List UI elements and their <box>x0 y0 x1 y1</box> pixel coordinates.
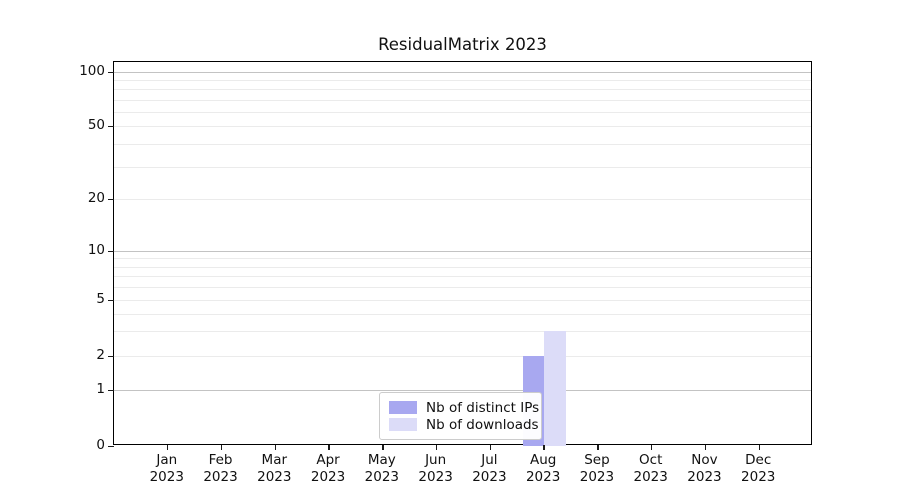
y-tick-label: 1 <box>96 381 105 397</box>
gridline-minor <box>114 266 811 268</box>
gridline-minor <box>114 258 811 260</box>
gridline-minor <box>114 89 811 91</box>
legend-swatch-downloads-icon <box>389 418 417 431</box>
x-tick-label: Sep 2023 <box>579 452 615 485</box>
x-tick-label: Oct 2023 <box>633 452 668 485</box>
legend-label-downloads: Nb of downloads <box>426 416 539 433</box>
x-tick-mark <box>167 445 169 450</box>
legend-swatch-distinct-ips-icon <box>389 401 417 414</box>
chart-title: ResidualMatrix 2023 <box>378 35 547 54</box>
legend-item-downloads: Nb of downloads <box>389 417 539 433</box>
x-tick-mark <box>704 445 707 450</box>
y-tick-mark <box>108 299 114 301</box>
x-tick-mark <box>489 445 492 450</box>
y-tick-mark <box>108 389 114 391</box>
x-tick-mark <box>650 445 653 450</box>
gridline-minor <box>114 331 811 333</box>
gridline-minor <box>114 126 811 127</box>
gridline-minor <box>114 80 811 82</box>
y-tick-label: 2 <box>96 347 105 363</box>
gridline-minor <box>114 199 811 200</box>
y-tick-label: 20 <box>87 190 105 206</box>
x-tick-mark <box>758 445 760 450</box>
gridline-minor <box>114 111 811 113</box>
x-tick-mark <box>382 445 384 450</box>
legend-item-distinct-ips: Nb of distinct IPs <box>389 400 539 416</box>
y-tick-mark <box>108 71 114 73</box>
y-tick-mark <box>108 250 114 252</box>
x-tick-label: Feb 2023 <box>203 452 238 485</box>
legend: Nb of distinct IPs Nb of downloads <box>379 392 542 440</box>
gridline-minor <box>114 300 811 301</box>
y-tick-label: 10 <box>87 242 105 258</box>
x-tick-mark <box>597 445 599 450</box>
x-tick-label: Aug 2023 <box>525 452 561 485</box>
gridline-minor <box>114 276 811 278</box>
x-tick-mark <box>274 445 276 450</box>
x-tick-label: Mar 2023 <box>257 452 292 485</box>
gridline-major <box>114 390 811 391</box>
x-tick-label: May 2023 <box>364 452 400 485</box>
y-tick-mark <box>108 125 114 127</box>
gridline-minor <box>114 99 811 101</box>
x-tick-label: Jul 2023 <box>472 452 507 485</box>
y-tick-label: 100 <box>79 63 105 79</box>
x-tick-label: Jun 2023 <box>418 452 453 485</box>
x-tick-mark <box>435 445 438 450</box>
gridline-minor <box>114 287 811 289</box>
y-tick-mark <box>108 355 114 357</box>
gridline-minor <box>114 143 811 145</box>
gridline-major <box>114 72 811 73</box>
gridline-minor <box>114 356 811 357</box>
x-tick-label: Jan 2023 <box>149 452 184 485</box>
x-tick-mark <box>543 445 545 450</box>
y-tick-mark <box>108 445 114 447</box>
plot-area: Nb of distinct IPs Nb of downloads <box>108 61 812 450</box>
y-tick-mark <box>108 198 114 200</box>
x-tick-mark <box>328 445 330 450</box>
x-tick-label: Nov 2023 <box>687 452 722 485</box>
gridline-major <box>114 251 811 252</box>
y-tick-label: 5 <box>96 291 105 307</box>
x-tick-mark <box>220 445 223 450</box>
gridline-minor <box>114 313 811 315</box>
y-tick-label: 0 <box>96 437 105 453</box>
y-tick-label: 50 <box>87 117 105 133</box>
x-tick-label: Apr 2023 <box>310 452 346 485</box>
legend-label-distinct-ips: Nb of distinct IPs <box>426 399 540 416</box>
gridline-minor <box>114 166 811 168</box>
bar-downloads <box>544 331 566 446</box>
x-tick-label: Dec 2023 <box>741 452 776 485</box>
